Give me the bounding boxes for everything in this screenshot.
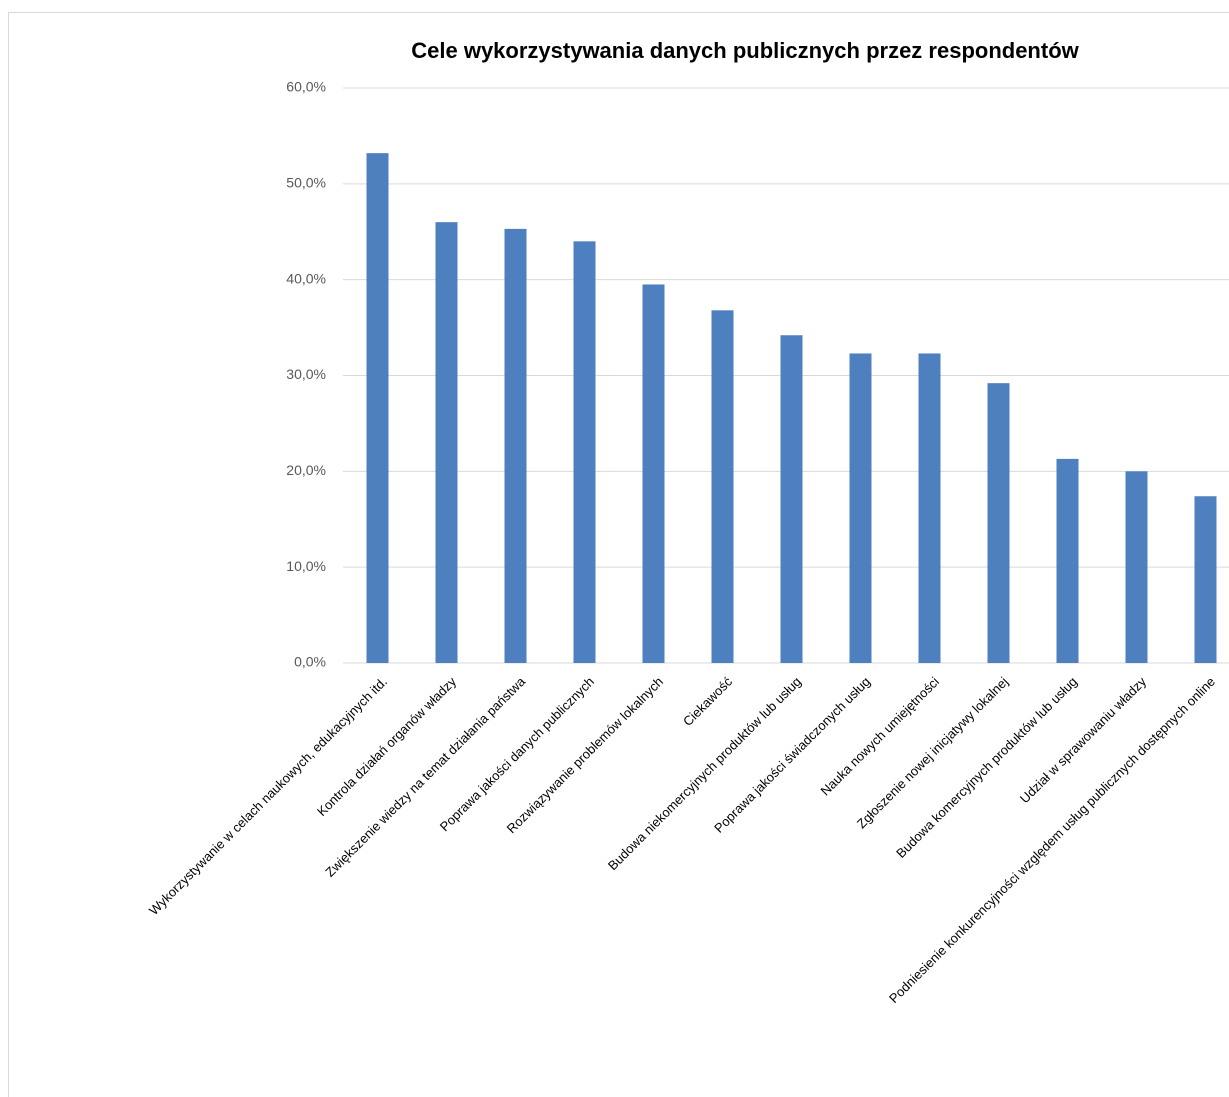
x-tick-label: Ciekawość bbox=[680, 674, 735, 729]
y-tick-label: 60,0% bbox=[286, 79, 326, 95]
x-tick-label: Podniesienie konkurencyjności względem u… bbox=[886, 674, 1218, 1006]
x-tick-label: Nauka nowych umiejętności bbox=[818, 674, 943, 799]
bar bbox=[918, 353, 941, 663]
x-tick-label: Rozwiązywanie problemów lokalnych bbox=[504, 674, 666, 836]
x-tick-label: Poprawa jakości świadczonych usług bbox=[711, 674, 873, 836]
y-tick-label: 0,0% bbox=[294, 654, 326, 670]
x-tick-label: Kontrola działań organów władzy bbox=[314, 674, 459, 819]
bar bbox=[435, 222, 458, 663]
x-tick-label: Poprawa jakości danych publicznych bbox=[437, 674, 597, 834]
y-tick-label: 40,0% bbox=[286, 270, 326, 286]
bar bbox=[780, 335, 803, 663]
chart-title: Cele wykorzystywania danych publicznych … bbox=[411, 38, 1079, 63]
bar bbox=[987, 383, 1010, 663]
bar bbox=[849, 353, 872, 663]
x-tick-label: Zgłoszenie nowej inicjatywy lokalnej bbox=[854, 674, 1011, 831]
y-tick-label: 20,0% bbox=[286, 462, 326, 478]
bar bbox=[573, 241, 596, 664]
y-tick-label: 30,0% bbox=[286, 366, 326, 382]
bar bbox=[1125, 471, 1148, 663]
x-tick-label: Wykorzystywanie w celach naukowych, eduk… bbox=[146, 674, 390, 918]
bar bbox=[1056, 458, 1079, 663]
bar bbox=[1194, 496, 1217, 663]
bar bbox=[504, 228, 527, 663]
bar bbox=[366, 153, 389, 663]
y-tick-label: 50,0% bbox=[286, 175, 326, 191]
bar bbox=[711, 310, 734, 663]
bar bbox=[642, 284, 665, 663]
x-tick-label: Udział w sprawowaniu władzy bbox=[1017, 674, 1150, 807]
y-tick-label: 10,0% bbox=[286, 558, 326, 574]
